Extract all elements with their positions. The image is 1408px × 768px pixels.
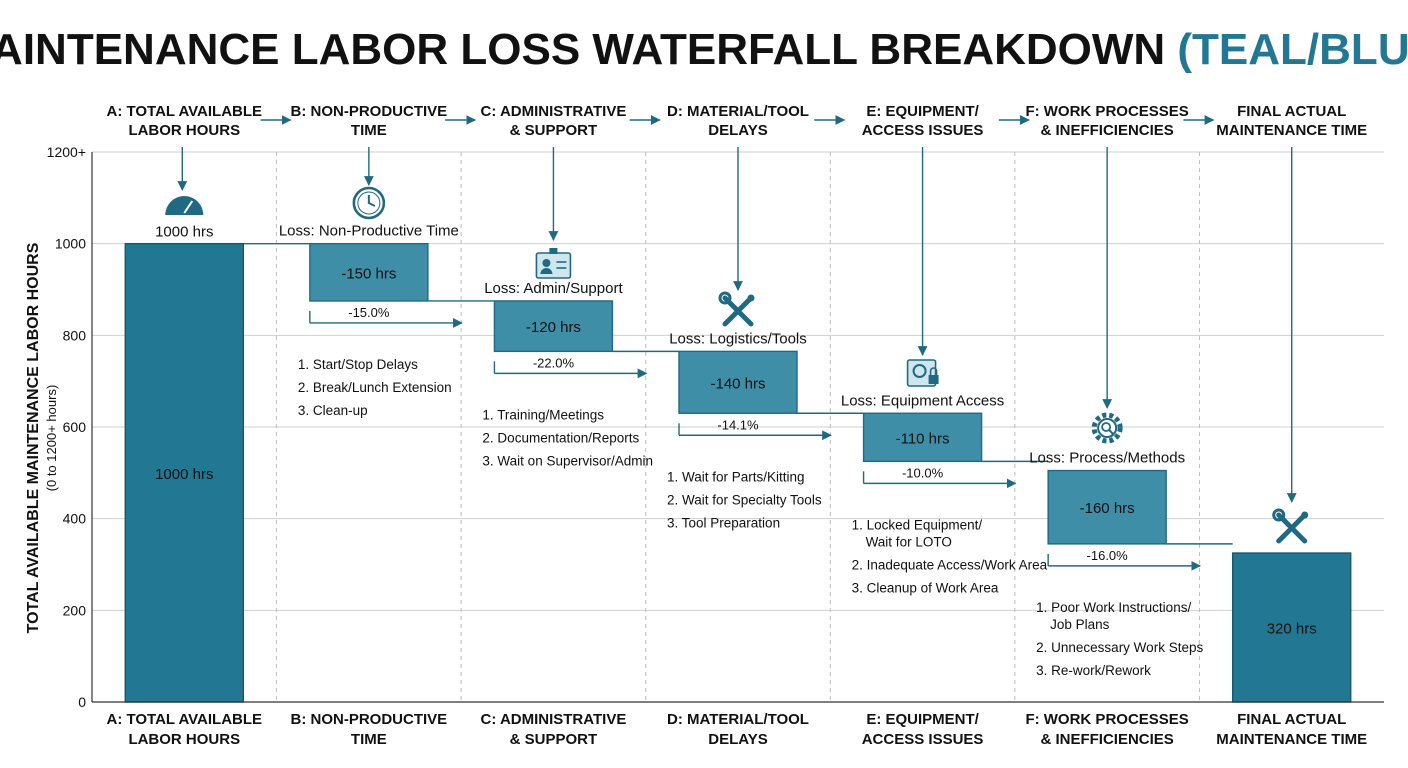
lockout-icon xyxy=(906,359,939,387)
loss-percent: -16.0% xyxy=(1087,548,1129,563)
loss-cause-item: 2. Break/Lunch Extension xyxy=(298,380,452,395)
loss-cause-item: 1. Wait for Parts/Kitting xyxy=(667,469,805,484)
x-axis-category-label: B: NON-PRODUCTIVE TIME xyxy=(291,711,448,748)
total-bar xyxy=(124,242,244,703)
x-axis-category-label: F: WORK PROCESSES & INEFFICIENCIES xyxy=(1025,711,1188,748)
x-axis-category-label: C: ADMINISTRATIVE & SUPPORT xyxy=(481,711,627,748)
loss-bar xyxy=(678,350,798,414)
bar-value-label: -110 hrs xyxy=(896,430,950,447)
y-tick-label: 600 xyxy=(63,419,87,435)
loss-cause-item: 3. Clean-up xyxy=(298,403,368,418)
bar-value-label: -160 hrs xyxy=(1080,500,1135,517)
loss-title: Loss: Equipment Access xyxy=(841,392,1004,409)
loss-percent: -22.0% xyxy=(533,355,575,370)
x-axis-category-label: D: MATERIAL/TOOL DELAYS xyxy=(667,711,809,748)
wrench-screwdriver-icon xyxy=(718,291,755,327)
loss-cause-item: 3. Wait on Supervisor/Admin xyxy=(482,453,653,468)
loss-cause-item: 1. Poor Work Instructions/Job Plans xyxy=(1036,600,1191,632)
loss-cause-item: 2. Unnecessary Work Steps xyxy=(1036,640,1203,655)
x-axis-labels: A: TOTAL AVAILABLE LABOR HOURS B: NON-PROD… xyxy=(107,711,1368,748)
bar-value-label: 1000 hrs xyxy=(155,466,213,483)
category-header: E: EQUIPMENT/ACCESS ISSUES xyxy=(862,103,984,139)
loss-annotations: 1000 hrs Loss: Non-Productive Time -15.0% 1… xyxy=(155,186,1309,678)
id-badge-icon xyxy=(535,248,572,279)
chart-title: MAINTENANCE LABOR LOSS WATERFALL BREAKDO… xyxy=(0,25,1408,74)
x-axis-category-label: FINAL ACTUAL MAINTENANCE TIME xyxy=(1216,711,1367,748)
loss-bar xyxy=(493,300,614,353)
y-axis-ticks: 0 200 400 600 800 1000 1200+ xyxy=(47,144,87,710)
y-axis-label: TOTAL AVAILABLE MAINTENANCE LABOR HOURS xyxy=(25,242,42,633)
gear-search-icon xyxy=(1091,412,1123,444)
loss-title: Loss: Admin/Support xyxy=(484,280,623,297)
loss-cause-item: 3. Re-work/Rework xyxy=(1036,663,1151,678)
x-axis-category-label: E: EQUIPMENT/ACCESS ISSUES xyxy=(862,711,984,748)
loss-title: Loss: Logistics/Tools xyxy=(669,330,807,347)
loss-cause-item: 2. Documentation/Reports xyxy=(482,430,639,445)
category-header: F: WORK PROCESSES & INEFFICIENCIES xyxy=(1025,103,1188,139)
clock-icon xyxy=(352,186,386,220)
y-tick-label: 800 xyxy=(63,327,87,343)
bar-value-label: -120 hrs xyxy=(526,319,581,336)
category-header: C: ADMINISTRATIVE & SUPPORT xyxy=(481,103,627,139)
total-bar xyxy=(1232,552,1352,703)
category-header: B: NON-PRODUCTIVE TIME xyxy=(291,103,448,139)
loss-bar xyxy=(1047,469,1167,545)
loss-cause-item: 1. Start/Stop Delays xyxy=(298,357,418,372)
category-header: D: MATERIAL/TOOL DELAYS xyxy=(667,103,809,139)
loss-cause-item: 2. Wait for Specialty Tools xyxy=(667,492,822,507)
flow-arrows xyxy=(177,115,1297,571)
loss-title: Loss: Process/Methods xyxy=(1029,450,1185,467)
y-axis-sublabel: (0 to 1200+ hours) xyxy=(44,385,59,492)
bar-top-label: 1000 hrs xyxy=(155,224,213,241)
loss-percent: -15.0% xyxy=(348,305,390,320)
y-tick-label: 400 xyxy=(63,511,87,527)
chart-title-main: MAINTENANCE LABOR LOSS WATERFALL BREAKDO… xyxy=(0,25,1177,74)
y-tick-label: 1000 xyxy=(55,236,86,252)
top-category-headers: A: TOTAL AVAILABLE LABOR HOURS B: NON-PROD… xyxy=(107,103,1368,139)
chart-title-accent: (TEAL/BLUE) xyxy=(1177,25,1408,74)
waterfall-bars: 1000 hrs -150 hrs -120 hrs -140 hrs -110 hrs… xyxy=(124,242,1352,703)
x-axis-category-label: A: TOTAL AVAILABLE LABOR HOURS xyxy=(107,711,263,748)
loss-cause-item: 3. Cleanup of Work Area xyxy=(852,580,999,595)
y-tick-label: 200 xyxy=(63,602,87,618)
loss-cause-item: 3. Tool Preparation xyxy=(667,515,780,530)
loss-title: Loss: Non-Productive Time xyxy=(279,223,459,240)
bar-value-label: -140 hrs xyxy=(710,375,765,392)
loss-bar xyxy=(309,242,429,302)
loss-cause-item: 1. Locked Equipment/Wait for LOTO xyxy=(852,517,983,549)
category-header: FINAL ACTUAL MAINTENANCE TIME xyxy=(1216,103,1367,139)
bar-value-label: 320 hrs xyxy=(1267,621,1317,638)
y-tick-label: 0 xyxy=(78,694,86,710)
loss-bar xyxy=(862,412,983,463)
loss-cause-item: 1. Training/Meetings xyxy=(482,407,604,422)
loss-percent: -14.1% xyxy=(717,417,759,432)
loss-cause-item: 2. Inadequate Access/Work Area xyxy=(852,557,1048,572)
wrench-screwdriver-icon xyxy=(1272,508,1309,544)
y-tick-label: 1200+ xyxy=(47,144,86,160)
gauge-icon xyxy=(165,196,204,215)
bar-value-label: -150 hrs xyxy=(341,265,396,282)
category-header: A: TOTAL AVAILABLE LABOR HOURS xyxy=(107,103,263,139)
loss-percent: -10.0% xyxy=(902,465,944,480)
